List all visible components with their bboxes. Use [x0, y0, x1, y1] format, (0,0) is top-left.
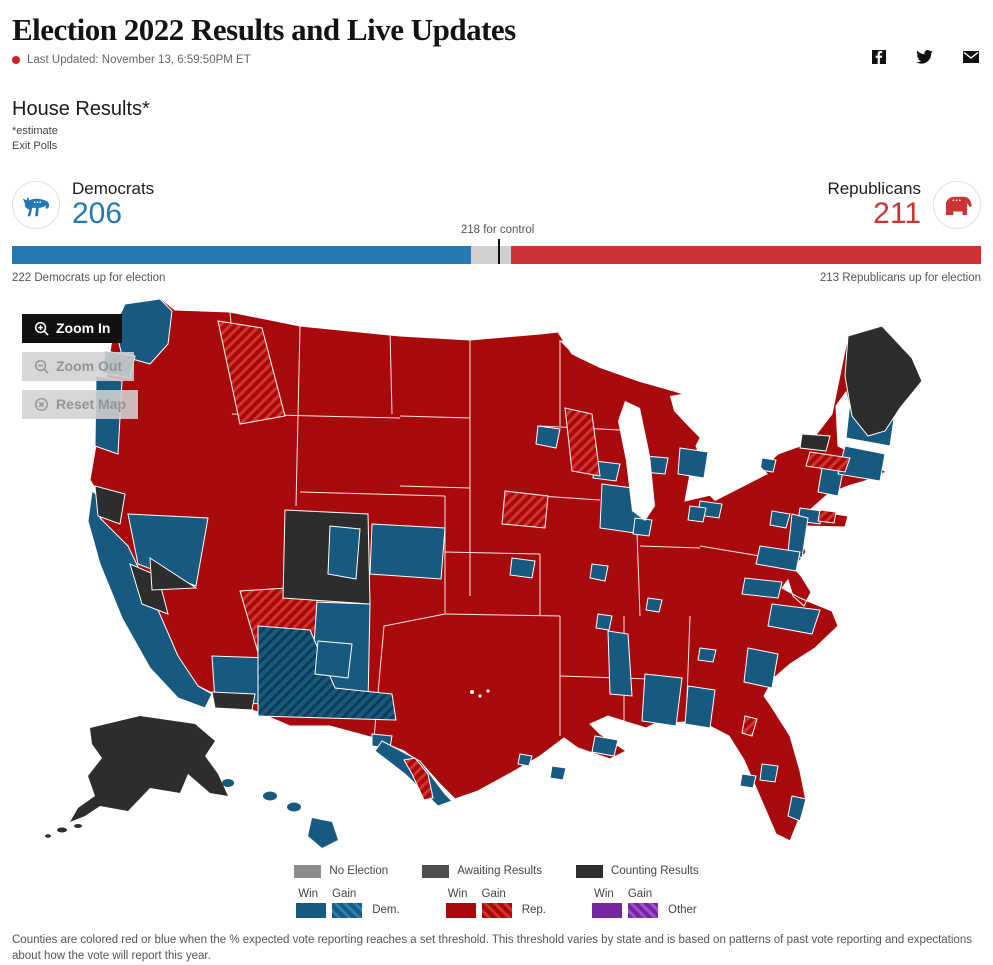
- facebook-icon[interactable]: [872, 50, 886, 64]
- us-house-map-container: Zoom In Zoom Out Reset Map: [0, 296, 993, 861]
- legend-label-dem: Dem.: [372, 904, 400, 917]
- undecided-bar-segment: [470, 245, 511, 264]
- legend-group-other: Win Gain Other: [592, 887, 697, 918]
- legend-label-awaiting-results: Awaiting Results: [457, 865, 543, 878]
- email-icon[interactable]: [963, 51, 979, 63]
- legend-swatch-no-election: [294, 864, 322, 878]
- balance-of-power: Democrats 206 Republicans 211 218 for co…: [0, 178, 993, 284]
- legend-swatch-dem-win: [296, 902, 327, 918]
- republican-elephant-icon: [933, 180, 981, 229]
- map-footnote: Counties are colored red or blue when th…: [12, 933, 972, 963]
- map-hawaii[interactable]: [222, 778, 338, 848]
- legend-label-counting-results: Counting Results: [611, 865, 699, 878]
- map-white-specks: [470, 689, 544, 773]
- democrat-bar-segment: [12, 245, 471, 264]
- democrats-label: Democrats: [72, 178, 155, 198]
- legend-group-dem: Win Gain Dem.: [296, 887, 400, 918]
- democrats-summary: Democrats 206: [12, 178, 155, 231]
- twitter-icon[interactable]: [916, 50, 933, 64]
- legend-swatch-rep-gain: [481, 902, 512, 918]
- control-threshold-tick: [497, 238, 500, 264]
- democrats-up-for-election: 222 Democrats up for election: [12, 271, 166, 284]
- republicans-summary: Republicans 211: [827, 178, 981, 231]
- legend-label-no-election: No Election: [329, 865, 389, 878]
- map-utah-blue-district[interactable]: [327, 525, 361, 580]
- us-house-map[interactable]: [0, 296, 993, 861]
- legend-swatch-dem-gain: [332, 902, 363, 918]
- zoom-out-icon: [34, 359, 49, 374]
- democrats-seat-count: 206: [72, 197, 123, 231]
- section-title: House Results*: [12, 98, 150, 120]
- last-updated-text: Last Updated: November 13, 6:59:50PM ET: [27, 54, 251, 66]
- legend-swatch-other-win: [592, 902, 622, 918]
- map-democrat-districts[interactable]: [87, 298, 899, 822]
- estimate-note: *estimate: [12, 125, 58, 137]
- reset-map-icon: [35, 397, 48, 411]
- exit-polls-link[interactable]: Exit Polls: [12, 139, 58, 152]
- legend-swatch-counting-results: [576, 864, 604, 878]
- republicans-up-for-election: 213 Republicans up for election: [819, 271, 981, 284]
- last-updated-row: Last Updated: November 13, 6:59:50PM ET: [0, 52, 993, 68]
- map-alaska[interactable]: [45, 715, 228, 838]
- legend-group-rep: Win Gain Rep.: [445, 887, 546, 918]
- map-great-lakes: [560, 333, 792, 521]
- share-toolbar: [872, 50, 979, 64]
- map-counting-results-regions[interactable]: [94, 325, 923, 711]
- balance-bar: 218 for control: [12, 224, 981, 264]
- page-title: Election 2022 Results and Live Updates: [12, 12, 516, 47]
- map-legend: No Election Awaiting Results Counting Re…: [0, 864, 993, 918]
- control-threshold-label: 218 for control: [460, 223, 535, 236]
- map-republican-base[interactable]: [89, 297, 923, 842]
- legend-label-rep: Rep.: [521, 904, 546, 917]
- zoom-in-button[interactable]: Zoom In: [22, 313, 123, 343]
- democrat-donkey-icon: [12, 180, 60, 229]
- republican-bar-segment: [510, 245, 981, 264]
- republicans-seat-count: 211: [873, 197, 921, 231]
- zoom-in-icon: [34, 321, 49, 336]
- legend-label-other: Other: [668, 904, 697, 917]
- legend-swatch-other-gain: [628, 902, 658, 918]
- zoom-out-button[interactable]: Zoom Out: [22, 351, 135, 381]
- live-dot-icon: [12, 56, 20, 64]
- reset-map-button[interactable]: Reset Map: [22, 389, 139, 419]
- legend-swatch-rep-win: [445, 902, 476, 918]
- republicans-label: Republicans: [827, 178, 921, 198]
- legend-swatch-awaiting-results: [422, 864, 450, 878]
